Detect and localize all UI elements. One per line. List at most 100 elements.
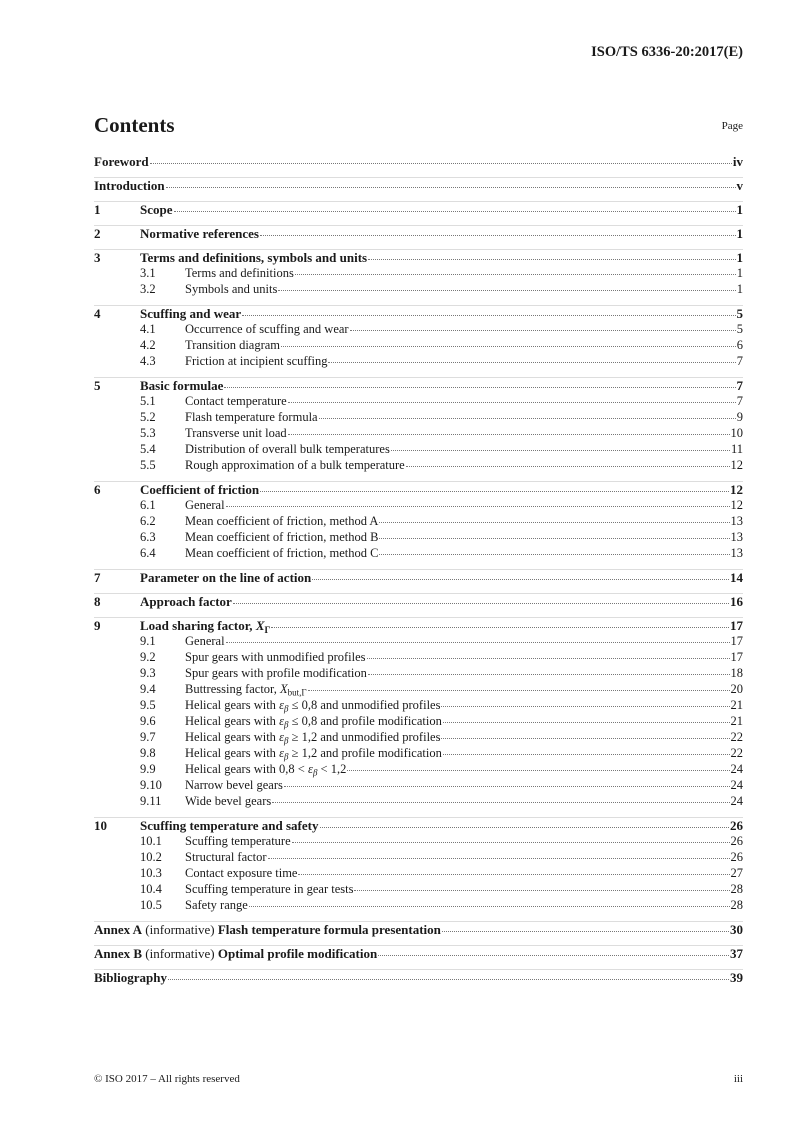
- toc-entry-title: Normative references: [140, 226, 259, 242]
- toc-entry-title: Mean coefficient of friction, method A: [185, 514, 378, 529]
- title-segment: ε: [279, 698, 284, 712]
- title-segment: β: [284, 719, 289, 730]
- toc-entry-number: 9.11: [140, 794, 162, 808]
- toc-entry-page: 1: [736, 282, 743, 296]
- toc-entry-page: 6: [736, 338, 743, 352]
- toc-entry[interactable]: 4 Scuffing and wear 5: [94, 306, 743, 322]
- toc-entry-number: 3.2: [140, 282, 156, 296]
- toc-entry[interactable]: 5.5 Rough approximation of a bulk tempera…: [94, 458, 743, 473]
- toc-entry[interactable]: 9.2 Spur gears with unmodified profiles 17: [94, 650, 743, 665]
- title-segment: Scuffing and wear: [140, 306, 242, 321]
- toc-entry[interactable]: 9.6 Helical gears with εβ ≤ 0,8 and profi…: [94, 714, 743, 730]
- toc-entry[interactable]: Annex B (informative) Optimal profile mo…: [94, 946, 743, 962]
- toc-entry-number: 10.5: [140, 898, 162, 912]
- toc-entry[interactable]: 10.5 Safety range 28: [94, 898, 743, 913]
- toc-entry-page: iv: [732, 154, 743, 169]
- toc-entry[interactable]: 7 Parameter on the line of action 14: [94, 570, 743, 586]
- toc-entry[interactable]: 4.1 Occurrence of scuffing and wear 5: [94, 322, 743, 337]
- toc-entry[interactable]: 5.3 Transverse unit load 10: [94, 426, 743, 441]
- toc-entry-title: Contact exposure time: [185, 866, 297, 881]
- toc-entry[interactable]: Bibliography 39: [94, 970, 743, 986]
- title-segment: Helical gears with: [185, 746, 280, 760]
- dot-leader: [349, 330, 736, 331]
- toc-entry-title: Approach factor: [140, 594, 232, 610]
- toc-entry-number: 5.3: [140, 426, 156, 440]
- title-segment: Helical gears with: [185, 730, 280, 744]
- title-segment: Transverse unit load: [185, 426, 287, 440]
- title-segment: β: [312, 767, 318, 778]
- dot-leader: [441, 931, 729, 932]
- toc-entry[interactable]: 9.4 Buttressing factor, Xbut,Γ 20: [94, 682, 743, 698]
- dot-leader: [248, 906, 730, 907]
- toc-entry[interactable]: 9.8 Helical gears with εβ ≥ 1,2 and profi…: [94, 746, 743, 762]
- dot-leader: [366, 658, 730, 659]
- toc-entry-title: Basic formulae: [140, 378, 223, 394]
- toc-entry[interactable]: 8 Approach factor 16: [94, 594, 743, 610]
- toc-entry-title: Rough approximation of a bulk temperatur…: [185, 458, 405, 473]
- toc-entry[interactable]: 5 Basic formulae 7: [94, 378, 743, 394]
- toc-entry-number: 4.1: [140, 322, 156, 336]
- toc-entry-number: 6.1: [140, 498, 156, 512]
- toc-entry[interactable]: 9.3 Spur gears with profile modification 1…: [94, 666, 743, 681]
- toc-entry-page: 22: [730, 730, 744, 744]
- toc-entry[interactable]: 3 Terms and definitions, symbols and unit…: [94, 250, 743, 266]
- title-segment: Rough approximation of a bulk temperatur…: [185, 458, 405, 472]
- toc-entry[interactable]: 9 Load sharing factor, XΓ 17: [94, 618, 743, 636]
- toc-entry-number: 6: [94, 482, 101, 497]
- toc-entry[interactable]: 10 Scuffing temperature and safety 26: [94, 818, 743, 834]
- title-segment: Friction at incipient scuffing: [185, 354, 328, 368]
- toc-entry[interactable]: 6.4 Mean coefficient of friction, method …: [94, 546, 743, 561]
- toc-entry[interactable]: 5.1 Contact temperature 7: [94, 394, 743, 409]
- title-segment: X: [279, 682, 288, 696]
- toc-entry[interactable]: 3.1 Terms and definitions 1: [94, 266, 743, 281]
- title-segment: Flash temperature formula: [185, 410, 318, 424]
- toc-entry-number: 8: [94, 594, 101, 609]
- toc-entry[interactable]: 9.9 Helical gears with 0,8 < εβ < 1,2 24: [94, 762, 743, 778]
- toc-entry-number: 9.3: [140, 666, 156, 680]
- toc-entry-page: 37: [730, 946, 743, 961]
- toc-entry[interactable]: 9.7 Helical gears with εβ ≥ 1,2 and unmod…: [94, 730, 743, 746]
- toc-entry[interactable]: 4.2 Transition diagram 6: [94, 338, 743, 353]
- toc-entry-number: 6.2: [140, 514, 156, 528]
- dot-leader: [354, 890, 730, 891]
- toc-entry-title: Scuffing temperature: [185, 834, 291, 849]
- dot-leader: [242, 315, 736, 316]
- toc-entry[interactable]: 1 Scope 1: [94, 202, 743, 218]
- title-segment: Scuffing temperature and safety: [140, 818, 319, 833]
- toc-entry[interactable]: 10.4 Scuffing temperature in gear tests 28: [94, 882, 743, 897]
- toc-entry[interactable]: 6.2 Mean coefficient of friction, method …: [94, 514, 743, 529]
- toc-entry-title: Coefficient of friction: [140, 482, 259, 498]
- title-segment: Structural factor: [185, 850, 267, 864]
- toc-entry-page: 13: [730, 530, 744, 544]
- toc-entry-number: 9.8: [140, 746, 156, 760]
- toc-entry[interactable]: 2 Normative references 1: [94, 226, 743, 242]
- toc-entry-number: 10.1: [140, 834, 162, 848]
- toc-entry-page: 28: [730, 898, 744, 912]
- toc-entry[interactable]: 9.10 Narrow bevel gears 24: [94, 778, 743, 793]
- toc-entry[interactable]: 6.1 General 12: [94, 498, 743, 513]
- section-divider: [94, 617, 743, 618]
- toc-entry-title: General: [185, 498, 225, 513]
- title-segment: Terms and definitions, symbols and units: [140, 250, 368, 265]
- toc-entry[interactable]: 5.2 Flash temperature formula 9: [94, 410, 743, 425]
- toc-entry[interactable]: 3.2 Symbols and units 1: [94, 282, 743, 297]
- toc-entry[interactable]: 9.11 Wide bevel gears 24: [94, 794, 743, 809]
- toc-entry[interactable]: 10.3 Contact exposure time 27: [94, 866, 743, 881]
- toc-entry[interactable]: 9.5 Helical gears with εβ ≤ 0,8 and unmod…: [94, 698, 743, 714]
- toc-entry[interactable]: 10.1 Scuffing temperature 26: [94, 834, 743, 849]
- toc-entry[interactable]: 6 Coefficient of friction 12: [94, 482, 743, 498]
- dot-leader: [442, 722, 730, 723]
- toc-entry[interactable]: 10.2 Structural factor 26: [94, 850, 743, 865]
- toc-entry[interactable]: Annex A (informative) Flash temperature …: [94, 922, 743, 938]
- toc-entry-title: Scuffing and wear: [140, 306, 241, 322]
- toc-entry[interactable]: Introduction v: [94, 178, 743, 194]
- title-segment: Normative references: [140, 226, 259, 241]
- toc-entry[interactable]: Foreword iv: [94, 154, 743, 170]
- toc-entry[interactable]: 5.4 Distribution of overall bulk temperat…: [94, 442, 743, 457]
- toc-entry[interactable]: 9.1 General 17: [94, 634, 743, 649]
- toc-entry[interactable]: 4.3 Friction at incipient scuffing 7: [94, 354, 743, 369]
- title-segment: Narrow bevel gears: [185, 778, 283, 792]
- toc-entry[interactable]: 6.3 Mean coefficient of friction, method …: [94, 530, 743, 545]
- title-segment: Scope: [140, 202, 173, 217]
- title-segment: Parameter on the line of action: [140, 570, 312, 585]
